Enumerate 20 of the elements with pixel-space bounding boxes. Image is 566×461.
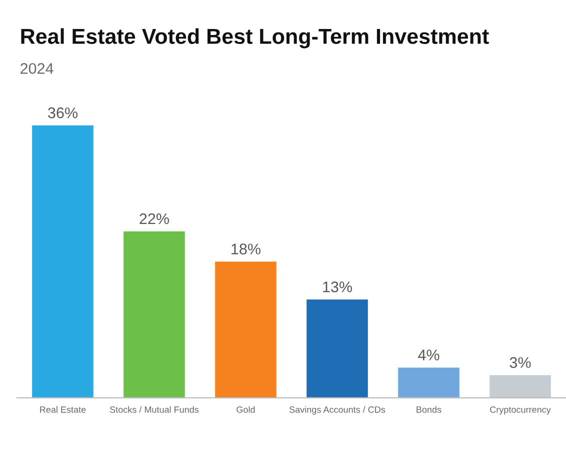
data-label: 22%	[140, 213, 169, 224]
x-tick-label: Savings Accounts / CDs	[289, 406, 386, 415]
bar	[32, 125, 94, 398]
bar	[490, 375, 551, 398]
data-label: 4%	[418, 350, 440, 360]
data-label: 13%	[323, 281, 352, 292]
bar	[124, 231, 185, 398]
data-label: 18%	[232, 244, 260, 254]
x-tick-label: Real Estate	[40, 406, 86, 413]
x-tick-label: Stocks / Mutual Funds	[110, 406, 199, 413]
bar	[306, 299, 368, 398]
bar	[398, 368, 460, 398]
data-label: 3%	[510, 357, 531, 368]
x-tick-label: Gold	[236, 406, 255, 413]
data-label: 36%	[48, 107, 78, 118]
x-tick-label: Cryptocurrency	[490, 406, 551, 415]
chart-title: Real Estate Voted Best Long-Term Investment	[21, 28, 489, 48]
chart-subtitle: 2024	[20, 63, 54, 74]
x-tick-label: Bonds	[416, 406, 442, 413]
bar	[215, 262, 276, 398]
